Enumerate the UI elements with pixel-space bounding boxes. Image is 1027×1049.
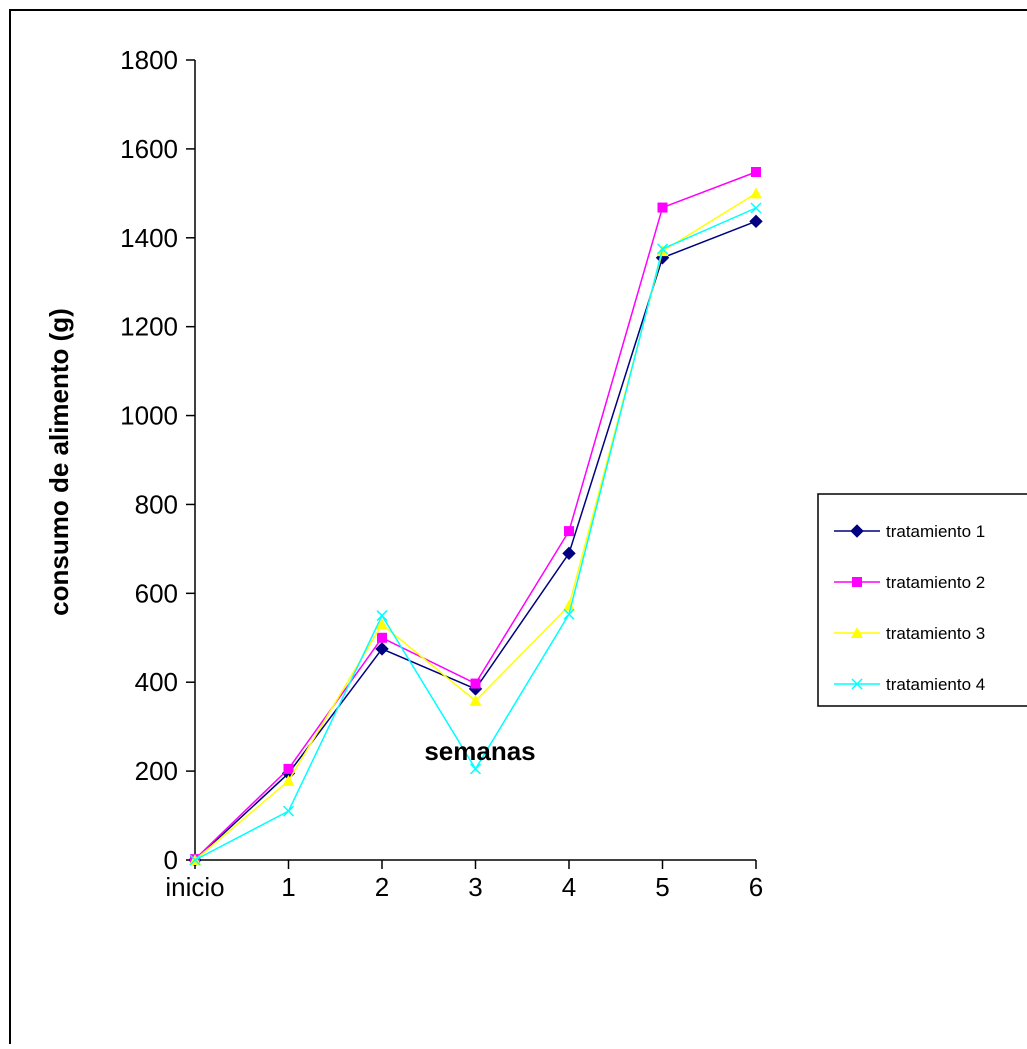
y-axis-title: consumo de alimento (g) (44, 308, 74, 616)
y-tick-label: 200 (135, 756, 178, 786)
legend-marker (852, 577, 862, 587)
data-point (750, 187, 762, 199)
data-point (377, 632, 387, 643)
legend-label: tratamiento 4 (886, 675, 985, 694)
y-tick-label: 1400 (120, 223, 178, 253)
axes: 0 200 400 600 800 1000 1200 1400 1600 1800 inicio 1… (120, 45, 763, 902)
legend-marker (850, 524, 864, 538)
legend-marker (851, 627, 863, 638)
legend: tratamiento 1 tratamiento 2 tratamiento 3 t… (817, 493, 1027, 707)
legend-item: tratamiento 4 (834, 675, 985, 694)
data-point (563, 608, 575, 620)
data-point (751, 167, 761, 177)
y-tick-label: 600 (135, 578, 178, 608)
data-point (562, 546, 576, 561)
y-tick-label: 1000 (120, 401, 178, 431)
x-tick-label: 3 (468, 872, 482, 902)
data-point (375, 642, 389, 656)
data-point (564, 526, 574, 537)
data-point (657, 202, 668, 213)
data-point (376, 618, 388, 630)
legend-label: tratamiento 2 (886, 573, 985, 592)
data-point (282, 774, 295, 786)
data-point (189, 854, 201, 866)
legend-label: tratamiento 1 (886, 522, 985, 541)
data-point (283, 763, 294, 774)
x-tick-label: 1 (281, 872, 295, 902)
x-tick-label: inicio (165, 872, 224, 902)
y-tick-label: 400 (135, 667, 178, 697)
x-tick-label: 5 (655, 872, 669, 902)
data-point (749, 214, 763, 229)
data-point (282, 805, 295, 817)
data-point (469, 694, 482, 706)
legend-item: tratamiento 2 (834, 573, 985, 592)
y-tick-label: 0 (164, 845, 178, 875)
x-tick-label: 2 (375, 872, 389, 902)
y-tick-label: 1600 (120, 134, 178, 164)
legend-item: tratamiento 1 (834, 522, 985, 541)
legend-item: tratamiento 3 (834, 624, 985, 643)
x-tick-label: 6 (749, 872, 763, 902)
data-point (750, 202, 762, 214)
x-tick-label: 4 (562, 872, 576, 902)
y-tick-label: 800 (135, 489, 178, 519)
data-point (656, 243, 669, 255)
y-tick-label: 1200 (120, 312, 178, 342)
x-axis-title: semanas (424, 736, 535, 766)
data-point (563, 599, 575, 611)
data-point (469, 763, 482, 775)
series-lines (188, 167, 763, 867)
data-point (376, 610, 388, 622)
series-4 (189, 202, 762, 866)
data-point (470, 678, 481, 689)
y-tick-label: 1800 (120, 45, 178, 75)
legend-label: tratamiento 3 (886, 624, 985, 643)
legend-marker (851, 678, 863, 690)
